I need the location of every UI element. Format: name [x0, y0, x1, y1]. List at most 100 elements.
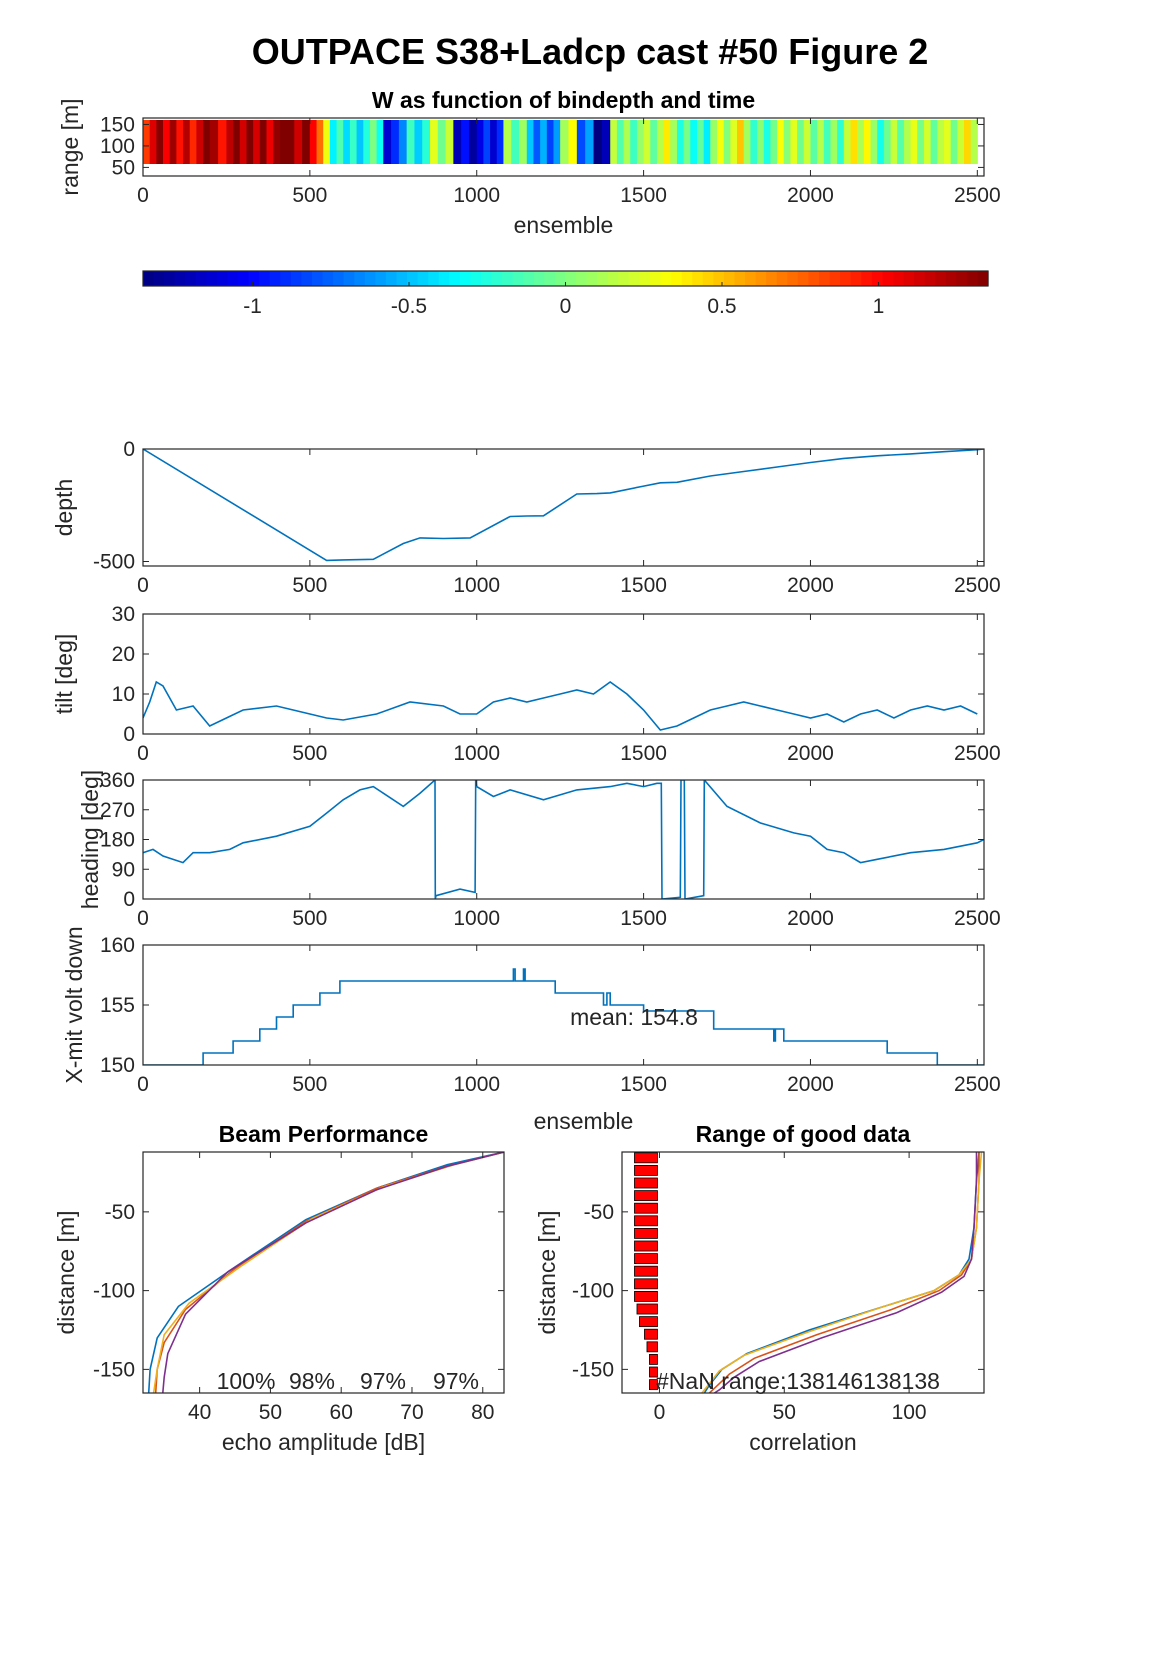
w-image-cell	[253, 120, 261, 164]
w-image-cell	[950, 120, 958, 164]
colorbar-swatch	[354, 271, 366, 286]
w_image-ylabel: range [m]	[57, 98, 83, 195]
colorbar: -1 -0.5 0 0.5 1	[142, 270, 989, 318]
beam_performance-title: Beam Performance	[219, 1121, 429, 1147]
colorbar-swatch	[195, 271, 207, 286]
heading-xtick-label: 0	[137, 907, 149, 930]
w-image-cell	[302, 120, 311, 164]
w-image-cell	[568, 120, 578, 164]
nan-count-bar	[634, 1177, 658, 1189]
colorbar-swatch	[153, 271, 165, 286]
w-image-cell	[343, 120, 351, 164]
colorbar-swatch	[312, 271, 324, 286]
tilt-ytick-label: 10	[112, 683, 135, 706]
w-image-cell	[391, 120, 400, 164]
colorbar-swatch	[385, 271, 398, 286]
w-image-cell	[560, 120, 570, 164]
colorbar-swatch	[396, 271, 408, 286]
colorbar-swatch	[290, 271, 303, 286]
w-image-cell	[490, 120, 498, 164]
colorbar-swatch	[935, 271, 947, 286]
colorbar-tick-label: -1	[243, 295, 262, 318]
nan-count-bar	[634, 1190, 658, 1202]
nan-count-bar	[634, 1265, 658, 1277]
beam-percent-label: 98%	[289, 1368, 335, 1394]
colorbar-swatch	[755, 271, 767, 286]
colorbar-tick-label: 1	[873, 295, 885, 318]
colorbar-swatch	[977, 271, 989, 286]
w_image-ytick-label: 100	[100, 135, 135, 158]
panel-beam-performance: 40 50 60 70 80 -150 -100 -50 echo amplitude [dB]…	[53, 1121, 505, 1455]
heading-xtick-label: 2000	[787, 907, 834, 930]
xmit_volt-xtick-label: 1500	[620, 1073, 667, 1096]
colorbar-swatch	[903, 271, 915, 286]
range_good_data-title: Range of good data	[696, 1121, 911, 1147]
colorbar-swatch	[966, 271, 979, 286]
colorbar-swatch	[174, 271, 186, 286]
nan-count-bar	[634, 1291, 658, 1302]
w-image-cell	[750, 120, 758, 164]
w-image-cell	[857, 120, 865, 164]
w-image-cell	[273, 120, 281, 164]
colorbar-swatch	[861, 271, 873, 286]
nan-count-bar	[634, 1164, 658, 1176]
w-image-cell	[323, 120, 331, 164]
w-image-cell	[723, 120, 731, 164]
tilt-xtick-label: 2500	[954, 742, 1001, 765]
colorbar-swatch	[787, 271, 799, 286]
w-image-cell	[259, 120, 267, 164]
depth-series-line-0	[143, 449, 984, 562]
tilt-ytick-label: 30	[112, 603, 135, 626]
depth-ytick-label: 0	[123, 438, 135, 461]
colorbar-swatch	[639, 271, 651, 286]
w-image-cell	[169, 120, 177, 164]
w-image-cell	[593, 120, 603, 164]
w-image-cell	[279, 120, 288, 164]
w-image-cell	[218, 120, 227, 164]
depth-xtick-label: 2500	[954, 574, 1001, 597]
w-image-cell	[430, 120, 439, 164]
w-image-cell	[810, 120, 818, 164]
w-image-cell	[363, 120, 371, 164]
w-image-cell	[383, 120, 392, 164]
nan-count-bar	[649, 1354, 658, 1365]
colorbar-swatch	[882, 271, 894, 286]
w-image-cell	[553, 120, 561, 164]
panel-tilt: 0 500 1000 1500 2000 2500 0 10 20 30 tilt [deg]	[51, 603, 1001, 765]
range-axes-frame	[621, 1151, 985, 1394]
range_good_data-ylabel: distance [m]	[534, 1211, 560, 1335]
tilt-xtick-label: 1500	[620, 742, 667, 765]
colorbar-swatch	[956, 271, 968, 286]
range_good_data-xlabel: correlation	[749, 1429, 856, 1455]
w-image-cell	[239, 120, 247, 164]
w-axes-frame	[142, 117, 985, 177]
colorbar-swatch	[745, 271, 757, 286]
w-image-cell	[406, 120, 415, 164]
w-image-cell	[176, 120, 184, 164]
w-image-cell	[336, 120, 344, 164]
beam_performance-xlabel: echo amplitude [dB]	[222, 1429, 425, 1455]
w-image-cell	[870, 120, 878, 164]
w-image-cell	[656, 120, 665, 164]
w-image-cell	[897, 120, 905, 164]
heading-ylabel: heading [deg]	[77, 770, 103, 909]
w-image-cell	[533, 120, 541, 164]
w-image-cell	[676, 120, 685, 164]
beam_performance-ytick-label: -50	[105, 1201, 135, 1224]
w-image-cell	[903, 120, 912, 164]
w-image-cell	[445, 120, 454, 164]
range_good_data-series-line-3	[713, 1152, 978, 1393]
heading-xtick-label: 500	[292, 907, 327, 930]
w-image-cell	[143, 120, 151, 164]
w-image-cell	[616, 120, 625, 164]
depth-ylabel: depth	[51, 479, 77, 537]
colorbar-swatch	[945, 271, 957, 286]
colorbar-swatch	[280, 271, 292, 286]
w-image-cell	[422, 120, 431, 164]
colorbar-swatch	[364, 271, 376, 286]
colorbar-swatch	[734, 271, 746, 286]
w-image-cell	[703, 120, 711, 164]
heading-xtick-label: 1000	[453, 907, 500, 930]
colorbar-swatch	[512, 271, 524, 286]
